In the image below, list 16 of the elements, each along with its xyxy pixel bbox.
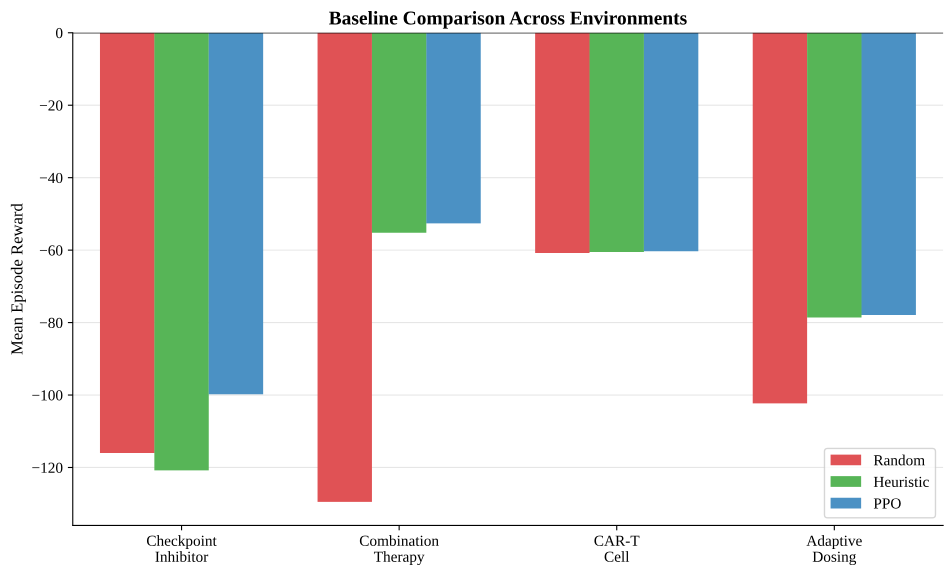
x-tick-label: Adaptive Dosing <box>806 535 862 565</box>
y-axis-title: Mean Episode Reward <box>10 203 26 355</box>
y-tick-label: −40 <box>40 172 62 184</box>
y-tick-label: 0 <box>56 28 62 38</box>
y-tick-label: −100 <box>32 390 62 400</box>
chart-title: Baseline Comparison Across Environments <box>328 10 687 29</box>
y-tick-label: −80 <box>40 318 62 328</box>
y-tick-label: −20 <box>40 100 62 111</box>
legend-label: PPO <box>874 498 901 509</box>
x-tick-label: Combination Therapy <box>360 535 439 565</box>
legend-label: Heuristic <box>874 476 929 488</box>
y-tick-label: −120 <box>32 462 62 473</box>
legend-label: Random <box>874 454 925 466</box>
y-tick-label: −60 <box>40 245 62 256</box>
x-tick-label: Checkpoint Inhibitor <box>146 535 217 562</box>
x-tick-label: CAR-T Cell <box>594 536 640 562</box>
